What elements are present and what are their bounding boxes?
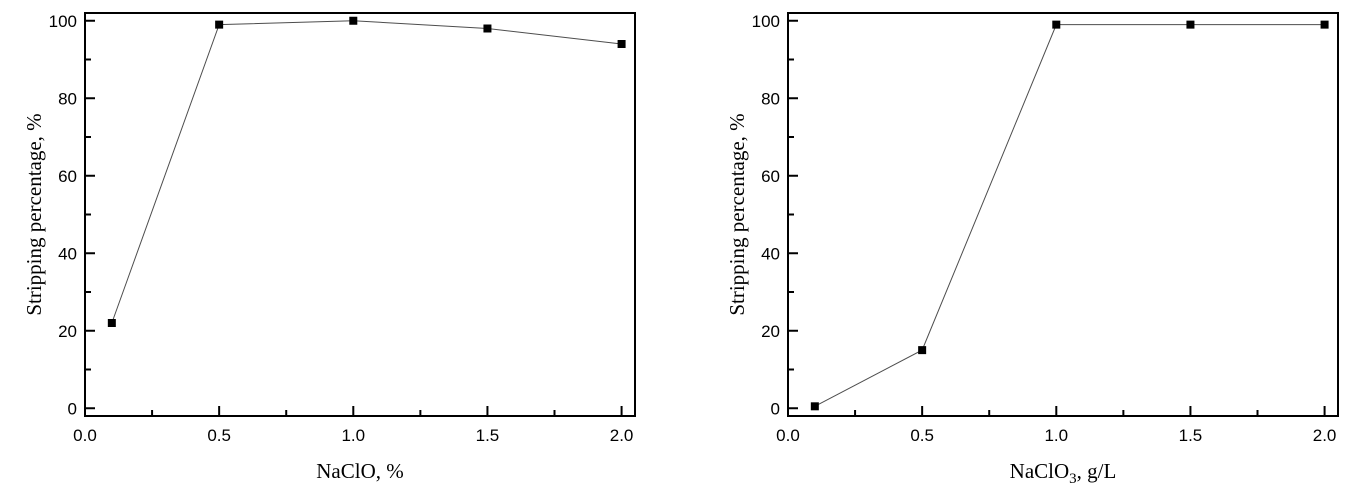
data-point-marker [1186,20,1195,29]
y-tick-label: 100 [49,12,77,31]
data-points [107,16,626,327]
y-tick-label: 20 [58,322,77,341]
data-point-marker [617,40,626,48]
x-tick-label: 2.0 [1313,426,1337,445]
data-points [810,20,1329,411]
x-axis-title-part: NaClO, % [316,459,404,483]
y-tick-label: 80 [58,89,77,108]
x-tick-label: 0.5 [207,426,231,445]
y-tick-label: 0 [68,399,77,418]
data-point-marker [483,24,492,33]
data-point-marker [349,16,358,25]
x-tick-labels: 0.0 0.5 1.0 1.5 2.0 [73,426,633,445]
x-tick-label: 1.5 [476,426,500,445]
y-axis-title: Stripping percentage, % [725,113,749,315]
data-point-marker [215,20,224,29]
chart-naclo3: 0.0 0.5 1.0 1.5 2.0 0 20 40 60 80 100 NaClO3, g/L St… [725,12,1339,487]
plot-frame [84,12,636,417]
x-axis-title: NaClO, % [316,459,404,483]
axis-ticks [787,19,1326,415]
x-axis-title-part: NaClO [1010,459,1070,483]
data-line [111,20,622,324]
x-tick-label: 1.5 [1179,426,1203,445]
y-tick-label: 40 [761,244,780,263]
axis-ticks [84,19,623,415]
data-point-marker [1052,20,1061,29]
chart-naclo: 0.0 0.5 1.0 1.5 2.0 0 20 40 60 80 100 NaClO, % Strip… [22,12,636,483]
y-tick-label: 0 [771,399,780,418]
data-line [814,24,1325,407]
x-tick-labels: 0.0 0.5 1.0 1.5 2.0 [776,426,1336,445]
y-axis-title: Stripping percentage, % [22,113,46,315]
y-tick-label: 60 [58,167,77,186]
y-tick-label: 20 [761,322,780,341]
data-point-marker [107,319,116,327]
y-tick-label: 60 [761,167,780,186]
x-axis-title: NaClO3, g/L [1010,459,1117,487]
x-tick-label: 0.0 [776,426,800,445]
data-point-marker [810,402,819,411]
x-axis-title-part: , g/L [1077,459,1117,483]
x-tick-label: 0.0 [73,426,97,445]
data-point-marker [918,346,927,355]
x-tick-label: 1.0 [341,426,365,445]
x-tick-label: 2.0 [610,426,634,445]
y-tick-label: 100 [752,12,780,31]
x-tick-label: 1.0 [1044,426,1068,445]
plot-frame [787,12,1339,417]
y-tick-label: 40 [58,244,77,263]
x-tick-label: 0.5 [910,426,934,445]
y-tick-labels: 0 20 40 60 80 100 [752,12,780,419]
x-axis-title-subscript: 3 [1069,471,1077,487]
y-tick-label: 80 [761,89,780,108]
data-point-marker [1320,20,1329,29]
y-tick-labels: 0 20 40 60 80 100 [49,12,77,419]
